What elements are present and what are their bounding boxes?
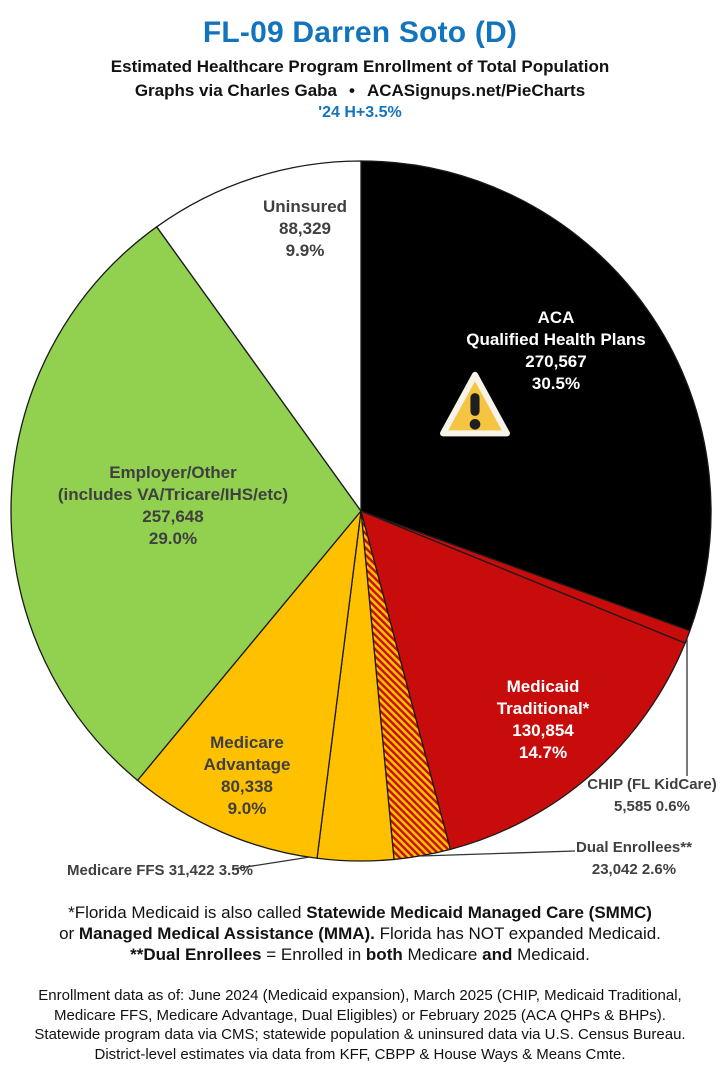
slice-percent: 14.7%: [518, 743, 568, 762]
medicare-ffs-leader-line: [232, 856, 311, 870]
label-medicaid-traditional: Medicaid Traditional* 130,854 14.7%: [497, 676, 590, 764]
slice-value-percent: 5,585 0.6%: [614, 798, 690, 815]
warning-exclamation-dot: [469, 418, 481, 430]
slice-label-line: Dual Enrollees**: [576, 839, 692, 856]
slice-percent: 9.9%: [285, 241, 325, 260]
slice-percent: 29.0%: [148, 529, 198, 548]
leader-lines: [232, 637, 688, 870]
slice-label-line: Uninsured: [262, 197, 348, 216]
pie-slices: [10, 160, 712, 862]
slice-label-line: Medicare FFS 31,422 3.5%: [67, 862, 253, 879]
slice-label-line: (includes VA/Tricare/IHS/etc): [57, 485, 289, 504]
slice-label-line: Medicaid: [506, 677, 580, 696]
footnote-segment: Medicare: [402, 945, 483, 964]
footnote-segment: Medicaid.: [512, 945, 590, 964]
chart-subtitle: Estimated Healthcare Program Enrollment …: [110, 57, 610, 76]
footnote-segment: both: [365, 945, 403, 964]
slice-value-percent: 23,042 2.6%: [591, 861, 677, 878]
footnote-segment: **Dual Enrollees: [130, 945, 262, 964]
slice-label-line: ACA: [537, 308, 575, 327]
label-medicare-advantage: Medicare Advantage 80,338 9.0%: [204, 732, 291, 820]
slice-value: 257,648: [142, 507, 204, 526]
warning-icon-wrap: [437, 368, 513, 441]
source-note-line: Medicare FFS, Medicare Advantage, Dual E…: [54, 1006, 666, 1024]
credit-site: ACASignups.net/PieCharts: [366, 81, 586, 100]
footnote-segment: Florida has NOT expanded Medicaid.: [374, 924, 661, 943]
footnote-segment: or: [59, 924, 79, 943]
source-note-line: Enrollment data as of: June 2024 (Medica…: [38, 987, 682, 1004]
source-note-line: Statewide program data via CMS; statewid…: [34, 1026, 686, 1043]
warning-exclamation-bar: [470, 393, 480, 416]
footnote-block: *Florida Medicaid is also called Statewi…: [0, 902, 720, 965]
bullet-separator: •: [349, 81, 355, 100]
pie-slice-aca-qhp: [360, 160, 712, 632]
slice-label-line: Traditional*: [496, 699, 590, 718]
label-aca-qhp: ACA Qualified Health Plans 270,567 30.5%: [466, 307, 646, 395]
footnote-segment: and: [482, 945, 513, 964]
pie-slice-employer-other: [10, 226, 362, 782]
pie-slice-medicare-advantage: [136, 510, 362, 859]
footnote-segment: *Florida Medicaid is also called: [68, 903, 307, 922]
credit-author: Graphs via Charles Gaba: [134, 81, 338, 100]
year-tagline: '24 H+3.5%: [318, 104, 402, 121]
slice-value: 130,854: [512, 721, 574, 740]
footnote-segment: Managed Medical Assistance (MMA).: [78, 924, 375, 943]
label-dual-enrollees: Dual Enrollees** 23,042 2.6%: [576, 837, 692, 881]
footnote-segment: Statewide Medicaid Managed Care (SMMC): [306, 903, 652, 922]
label-uninsured: Uninsured 88,329 9.9%: [263, 196, 347, 262]
slice-percent: 9.0%: [227, 799, 267, 818]
slice-value: 80,338: [220, 777, 273, 796]
pie-slice-uninsured: [156, 160, 362, 512]
slice-label-line: Qualified Health Plans: [466, 330, 646, 349]
page-title: FL-09 Darren Soto (D): [202, 16, 518, 49]
credit-line: Graphs via Charles Gaba • ACASignups.net/P…: [0, 81, 720, 101]
footnote-segment: = Enrolled in: [261, 945, 366, 964]
slice-value: 270,567: [525, 352, 587, 371]
slice-label-line: Advantage: [203, 755, 291, 774]
slice-label-line: Employer/Other: [109, 463, 237, 482]
slice-label-line: CHIP (FL KidCare): [587, 776, 717, 793]
slice-value: 88,329: [279, 219, 331, 238]
pie-slice-medicaid-traditional: [360, 510, 686, 851]
warning-triangle-icon: [440, 371, 510, 437]
label-employer-other: Employer/Other (includes VA/Tricare/IHS/…: [58, 462, 288, 550]
label-medicare-ffs: Medicare FFS 31,422 3.5%: [67, 860, 253, 882]
source-note-line: District-level estimates via data from K…: [94, 1045, 626, 1063]
slice-percent: 30.5%: [531, 374, 581, 393]
label-chip: CHIP (FL KidCare) 5,585 0.6%: [587, 774, 716, 818]
dual-enrollees-leader-line: [420, 850, 576, 857]
source-note: Enrollment data as of: June 2024 (Medica…: [0, 986, 720, 1064]
slice-label-line: Medicare: [210, 733, 284, 752]
